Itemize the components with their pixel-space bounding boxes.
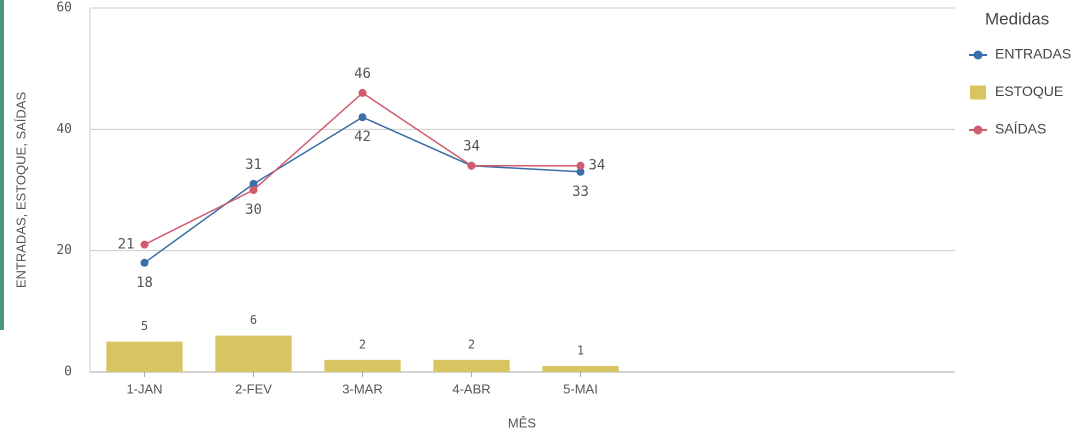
legend-label: ESTOQUE (995, 83, 1063, 99)
y-tick-label: 0 (64, 365, 72, 380)
point (576, 167, 585, 176)
data-label: 2 (359, 337, 366, 351)
point (358, 88, 367, 97)
y-tick-label: 20 (56, 243, 72, 258)
bar (433, 359, 510, 372)
point (140, 258, 149, 267)
x-tick-label: 2-FEV (235, 381, 272, 396)
bar (542, 365, 619, 372)
point (140, 240, 149, 249)
point (358, 113, 367, 122)
point (467, 161, 476, 170)
legend-swatch (970, 85, 986, 100)
side-accent (0, 0, 4, 330)
x-tick-label: 5-MAI (563, 381, 598, 396)
bar (324, 359, 401, 372)
y-tick-label: 40 (56, 122, 72, 137)
data-label: 31 (245, 157, 262, 173)
data-label: 42 (354, 129, 371, 145)
x-tick-label: 4-ABR (452, 381, 490, 396)
x-tick-label: 1-JAN (126, 381, 162, 396)
data-label: 30 (245, 202, 262, 218)
data-label: 46 (354, 66, 371, 82)
data-label: 2 (468, 337, 475, 351)
point (249, 186, 258, 194)
legend-label: ENTRADAS (995, 46, 1071, 62)
data-label: 34 (589, 158, 606, 174)
legend-label: SAÍDAS (995, 121, 1046, 137)
point (249, 179, 258, 188)
data-label: 5 (141, 319, 148, 333)
x-axis-label: MÊS (508, 415, 537, 430)
y-tick-label: 60 (56, 1, 72, 16)
legend-title: Medidas (985, 9, 1049, 28)
x-tick-label: 3-MAR (342, 381, 382, 396)
data-label: 21 (118, 237, 135, 253)
legend-dot (973, 50, 983, 60)
data-label: 18 (136, 275, 153, 291)
data-label: 33 (572, 184, 589, 200)
legend-dot (973, 125, 983, 135)
y-axis-label: ENTRADAS, ESTOQUE, SAÍDAS (13, 92, 28, 289)
point (576, 161, 585, 170)
data-label: 6 (250, 313, 257, 327)
bar (106, 341, 183, 372)
data-label: 1 (577, 343, 584, 357)
bar (215, 335, 292, 372)
data-label: 34 (463, 139, 480, 155)
